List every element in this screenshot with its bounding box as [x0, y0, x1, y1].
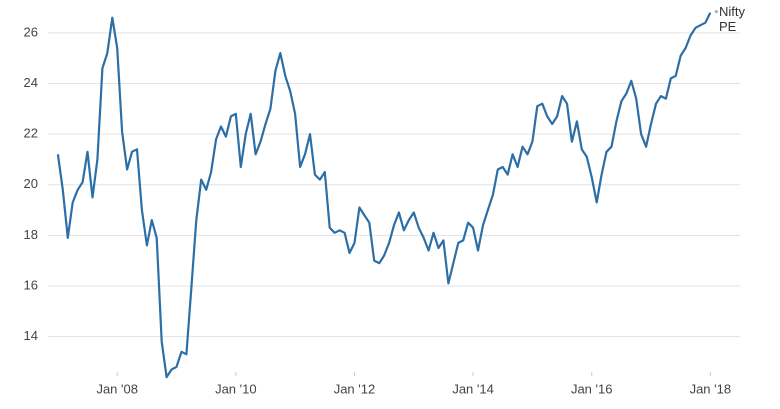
- y-tick-label: 18: [24, 227, 38, 242]
- x-tick-label: Jan '18: [690, 381, 732, 396]
- x-tick-label: Jan '10: [215, 381, 257, 396]
- x-tick-label: Jan '14: [452, 381, 494, 396]
- y-tick-label: 26: [24, 24, 38, 39]
- y-tick-label: 16: [24, 277, 38, 292]
- x-tick-label: Jan '16: [571, 381, 613, 396]
- series-line: [56, 12, 712, 379]
- y-tick-label: 14: [24, 328, 38, 343]
- end-dot: [714, 10, 718, 14]
- y-tick-label: 20: [24, 176, 38, 191]
- x-tick-label: Jan '12: [334, 381, 376, 396]
- x-tick-label: Jan '08: [96, 381, 138, 396]
- series-label: Nifty PE: [719, 4, 745, 34]
- y-tick-label: 22: [24, 126, 38, 141]
- y-tick-label: 24: [24, 75, 38, 90]
